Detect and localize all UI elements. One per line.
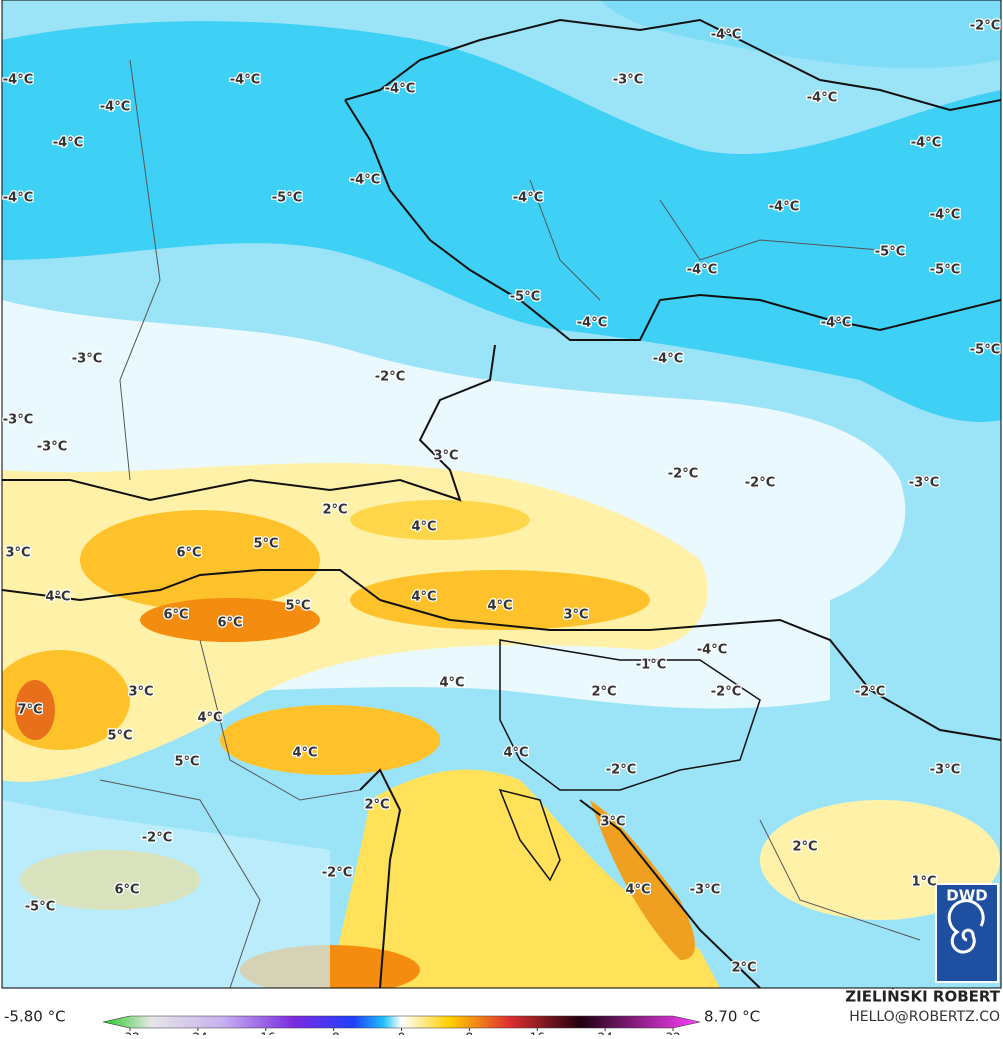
temperature-label: -5°C xyxy=(510,290,540,305)
temperature-label: -4°C xyxy=(807,91,837,106)
colorbar-tick-label: 16 xyxy=(530,1031,545,1036)
temperature-label: 3°C xyxy=(128,685,153,700)
temperature-label: 2°C xyxy=(731,961,756,976)
colorbar-tick-label: -24 xyxy=(188,1031,208,1036)
temperature-label: 3°C xyxy=(5,546,30,561)
colorbar-tick-label: -16 xyxy=(256,1031,276,1036)
logo-text: DWD xyxy=(946,887,987,905)
temperature-label: -4°C xyxy=(911,136,941,151)
temperature-label: -2°C xyxy=(322,866,352,881)
colorbar-tick-label: -8 xyxy=(328,1031,340,1036)
temperature-label: -2°C xyxy=(375,370,405,385)
temperature-label: 2°C xyxy=(322,503,347,518)
temperature-label: -4°C xyxy=(350,173,380,188)
temperature-label: -4°C xyxy=(100,100,130,115)
temperature-label: -1°C xyxy=(636,658,666,673)
temperature-label: 4°C xyxy=(439,676,464,691)
min-value: -5.80 °C xyxy=(4,1008,66,1026)
temperature-label: 4°C xyxy=(197,711,222,726)
temperature-label: 5°C xyxy=(107,729,132,744)
temperature-label: -2°C xyxy=(606,763,636,778)
temperature-label: 4°C xyxy=(292,746,317,761)
dwd-logo: DWD xyxy=(935,883,999,983)
colorbar xyxy=(102,1015,701,1029)
temperature-label: 4°C xyxy=(625,883,650,898)
temperature-label: 4°C xyxy=(411,590,436,605)
temperature-label: -4°C xyxy=(513,191,543,206)
temperature-label: 6°C xyxy=(176,546,201,561)
temperature-label: -4°C xyxy=(821,316,851,331)
temperature-label: -4°C xyxy=(687,263,717,278)
temperature-label: -4°C xyxy=(53,136,83,151)
colorbar-tick-label: 32 xyxy=(665,1031,680,1036)
temperature-label: 2°C xyxy=(591,685,616,700)
temperature-label: 6°C xyxy=(114,883,139,898)
temperature-label: -4°C xyxy=(577,316,607,331)
temperature-label: -2°C xyxy=(855,685,885,700)
temperature-label: -3°C xyxy=(690,883,720,898)
temperature-label: 6°C xyxy=(163,608,188,623)
temperature-label: 2°C xyxy=(364,798,389,813)
temperature-label: 6°C xyxy=(217,616,242,631)
temperature-label: 4°C xyxy=(45,590,70,605)
temperature-label: -3°C xyxy=(3,413,33,428)
temperature-label: 5°C xyxy=(174,755,199,770)
temperature-label: -2°C xyxy=(668,467,698,482)
temperature-label: -5°C xyxy=(970,343,1000,358)
temperature-label: 4°C xyxy=(503,746,528,761)
temperature-label: -3°C xyxy=(909,476,939,491)
temperature-label: -5°C xyxy=(25,900,55,915)
temperature-label: 4°C xyxy=(487,599,512,614)
colorbar-tick-label: -32 xyxy=(120,1031,140,1036)
author: ZIELIŃSKI ROBERT xyxy=(845,987,1000,1006)
temperature-label: 1°C xyxy=(911,875,936,890)
temperature-label: -3°C xyxy=(72,352,102,367)
temperature-label: -5°C xyxy=(930,263,960,278)
temperature-label: -4°C xyxy=(3,73,33,88)
temperature-label: -4°C xyxy=(385,82,415,97)
temperature-label: 7°C xyxy=(17,703,42,718)
max-value: 8.70 °C xyxy=(704,1008,760,1026)
temperature-label: -4°C xyxy=(653,352,683,367)
temperature-label: -3°C xyxy=(930,763,960,778)
temperature-label: -3°C xyxy=(613,73,643,88)
temperature-label: 3°C xyxy=(600,815,625,830)
temperature-label: -2°C xyxy=(142,831,172,846)
colorbar-tick-label: 0 xyxy=(398,1031,406,1036)
colorbar-tick-label: 24 xyxy=(597,1031,612,1036)
temperature-label: -4°C xyxy=(697,643,727,658)
temperature-label: -2°C xyxy=(970,19,1000,34)
temperature-label: 3°C xyxy=(563,608,588,623)
temperature-label: 5°C xyxy=(253,537,278,552)
temperature-label: 2°C xyxy=(792,840,817,855)
temperature-label: -3°C xyxy=(37,440,67,455)
temperature-label: 3°C xyxy=(433,449,458,464)
temperature-label: -4°C xyxy=(769,200,799,215)
map xyxy=(2,0,1001,988)
email: HELLO@ROBERTZ.CO xyxy=(849,1009,1000,1025)
temperature-label: 5°C xyxy=(285,599,310,614)
temperature-label: -4°C xyxy=(930,208,960,223)
temperature-label: -4°C xyxy=(3,191,33,206)
temperature-label: 4°C xyxy=(411,520,436,535)
temperature-label: -5°C xyxy=(272,191,302,206)
colorbar-tick-label: 8 xyxy=(466,1031,474,1036)
temperature-label: -2°C xyxy=(711,685,741,700)
temperature-label: -4°C xyxy=(711,28,741,43)
temperature-label: -4°C xyxy=(230,73,260,88)
map-frame xyxy=(1,0,1002,989)
temperature-label: -2°C xyxy=(745,476,775,491)
temperature-label: -5°C xyxy=(875,245,905,260)
